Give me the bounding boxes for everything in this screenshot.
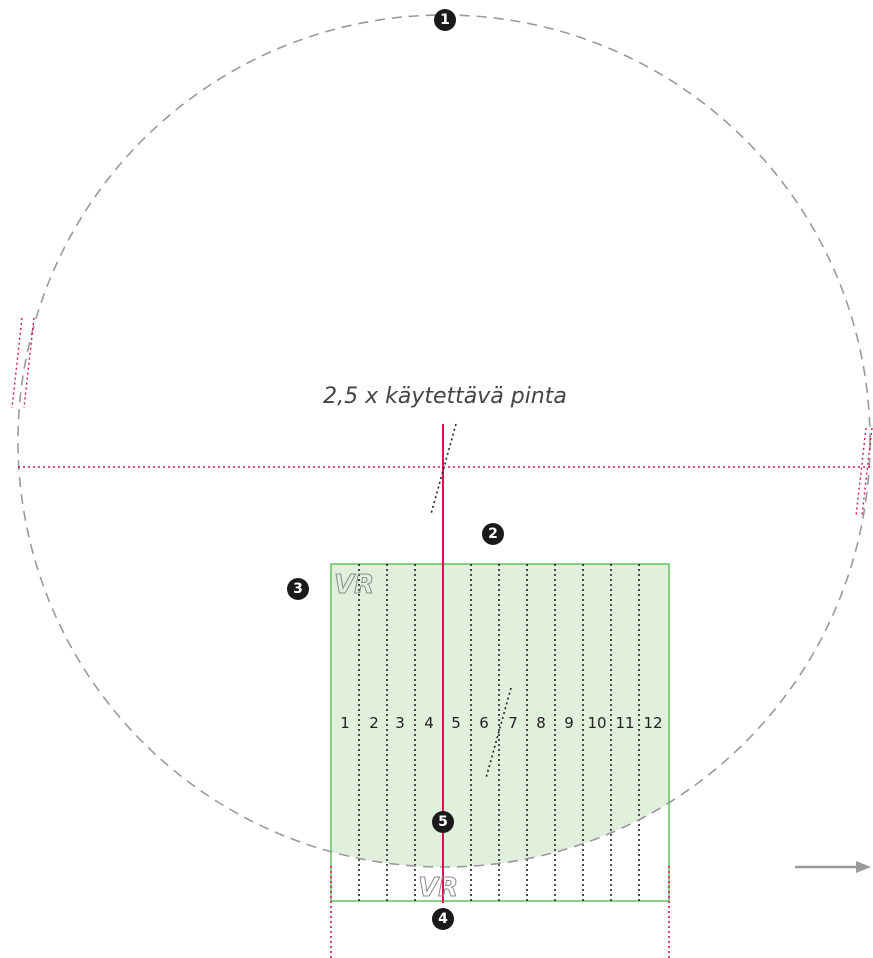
vr-logo-top: VR xyxy=(333,570,375,601)
marker-1: 1 xyxy=(434,9,456,31)
diagonal-marker xyxy=(485,687,512,779)
column-number: 4 xyxy=(424,714,434,732)
usable-area-border xyxy=(330,563,670,902)
arrow-icon xyxy=(795,861,871,873)
marker-4: 4 xyxy=(432,908,454,930)
right-edge-tick xyxy=(855,427,867,517)
left-edge-tick xyxy=(23,317,35,409)
column-number: 9 xyxy=(564,714,574,732)
marker-3: 3 xyxy=(287,578,309,600)
column-number: 8 xyxy=(536,714,546,732)
diagonal-markers xyxy=(430,423,512,779)
column-number: 11 xyxy=(615,714,635,732)
bottom-guides xyxy=(330,866,670,958)
column-number: 5 xyxy=(451,714,461,732)
column-dividers xyxy=(358,564,640,901)
edge-ticks xyxy=(11,317,873,517)
column-number: 3 xyxy=(395,714,405,732)
vr-logo-bottom: VR xyxy=(417,873,459,904)
left-edge-tick xyxy=(11,317,23,409)
diagonal-marker xyxy=(430,423,457,515)
column-number: 6 xyxy=(479,714,489,732)
caption-label: 2,5 x käytettävä pinta xyxy=(323,384,567,409)
column-number: 7 xyxy=(508,714,518,732)
column-number: 2 xyxy=(369,714,379,732)
marker-2: 2 xyxy=(482,523,504,545)
marker-5: 5 xyxy=(432,811,454,833)
column-number: 1 xyxy=(340,714,350,732)
column-number: 12 xyxy=(643,714,663,732)
column-number: 10 xyxy=(587,714,607,732)
